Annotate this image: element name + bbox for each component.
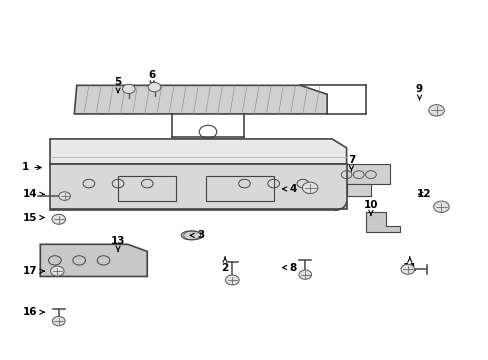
Circle shape — [122, 84, 135, 94]
Text: 8: 8 — [282, 262, 296, 273]
Circle shape — [298, 270, 311, 279]
Circle shape — [400, 264, 414, 274]
Circle shape — [52, 214, 65, 224]
Text: 5: 5 — [114, 77, 122, 93]
Text: 10: 10 — [363, 200, 377, 216]
Ellipse shape — [181, 231, 201, 240]
Polygon shape — [50, 164, 346, 208]
Polygon shape — [74, 85, 326, 114]
Text: 4: 4 — [282, 184, 296, 194]
Polygon shape — [336, 164, 389, 184]
Circle shape — [50, 266, 64, 276]
Polygon shape — [50, 139, 346, 164]
Polygon shape — [346, 184, 370, 196]
Text: 15: 15 — [23, 212, 44, 222]
Circle shape — [433, 201, 448, 212]
Circle shape — [148, 82, 161, 92]
Text: 2: 2 — [221, 257, 228, 273]
Text: 16: 16 — [23, 307, 44, 317]
Text: 1: 1 — [22, 162, 41, 172]
Text: 9: 9 — [415, 84, 422, 100]
Circle shape — [302, 182, 317, 194]
Bar — [205, 176, 273, 202]
Text: 7: 7 — [347, 156, 354, 171]
Bar — [118, 176, 176, 202]
Text: 13: 13 — [111, 236, 125, 251]
Circle shape — [428, 105, 444, 116]
Polygon shape — [366, 212, 399, 232]
Text: 12: 12 — [416, 189, 431, 199]
Text: 3: 3 — [190, 230, 204, 240]
Text: 14: 14 — [23, 189, 44, 199]
Polygon shape — [40, 244, 147, 276]
Circle shape — [59, 192, 70, 201]
Text: 17: 17 — [23, 266, 44, 276]
Text: 6: 6 — [148, 69, 155, 85]
Text: 11: 11 — [402, 257, 416, 273]
Circle shape — [225, 275, 239, 285]
Circle shape — [52, 316, 65, 326]
